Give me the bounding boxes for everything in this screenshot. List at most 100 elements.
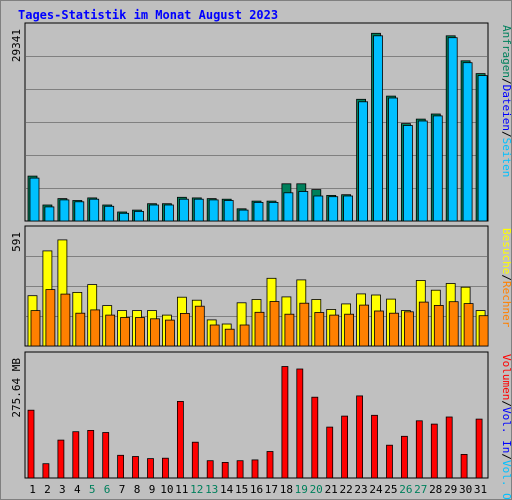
bar-middle-rechner-day-31	[478, 315, 489, 347]
bar-bottom-volumen-day-19	[296, 368, 304, 479]
x-tick-label-day-11: 11	[175, 483, 188, 496]
bar-middle-rechner-day-18	[284, 313, 295, 347]
x-tick-label-day-7: 7	[119, 483, 126, 496]
bar-bottom-volumen-day-16	[251, 459, 259, 479]
bar-top-seiten-day-31	[477, 75, 488, 222]
bar-bottom-volumen-day-22	[341, 415, 349, 479]
x-tick-label-day-20: 20	[310, 483, 323, 496]
bar-bottom-volumen-day-24	[371, 414, 378, 479]
x-tick-label-day-14: 14	[220, 483, 234, 496]
legend-separator: /	[500, 400, 512, 407]
bar-bottom-volumen-day-9	[147, 458, 154, 479]
legend-separator: /	[500, 131, 512, 138]
bar-top-seiten-day-27	[417, 120, 428, 222]
legend-entry-seiten: Seiten	[500, 138, 512, 178]
x-tick-label-day-2: 2	[44, 483, 51, 496]
legend-top: Anfragen/Dateien/Seiten	[500, 25, 512, 177]
legend-separator: /	[500, 274, 512, 281]
bar-middle-rechner-day-12	[194, 305, 205, 347]
bar-middle-rechner-day-23	[359, 304, 370, 347]
bar-bottom-volumen-day-30	[460, 453, 468, 479]
x-tick-label-day-16: 16	[250, 483, 263, 496]
legend-separator: /	[500, 453, 512, 460]
bar-middle-rechner-day-22	[344, 313, 355, 347]
x-tick-label-day-8: 8	[134, 483, 141, 496]
x-tick-label-day-30: 30	[459, 483, 472, 496]
legend-entry-besuche: Besuche	[500, 228, 512, 274]
x-tick-label-day-4: 4	[74, 483, 81, 496]
x-tick-label-day-29: 29	[444, 483, 457, 496]
legend-entry-rechner: Rechner	[500, 281, 512, 328]
x-tick-label-day-9: 9	[149, 483, 156, 496]
panel-frame-bottom	[24, 351, 489, 479]
bar-middle-rechner-day-19	[299, 302, 310, 347]
bar-bottom-volumen-day-10	[161, 457, 169, 479]
x-tick-label-day-13: 13	[205, 483, 218, 496]
bar-middle-rechner-day-26	[403, 311, 414, 347]
bar-top-seiten-day-5	[89, 198, 100, 222]
bar-middle-rechner-day-11	[179, 312, 190, 347]
bar-top-seiten-day-26	[402, 125, 413, 222]
bar-middle-rechner-day-10	[164, 319, 175, 347]
bar-top-seiten-day-6	[104, 205, 115, 222]
bar-middle-rechner-day-9	[150, 318, 160, 347]
x-tick-label-day-31: 31	[474, 483, 487, 496]
x-tick-label-day-23: 23	[354, 483, 367, 496]
legend-entry-volout: Vol. Out	[500, 460, 512, 500]
bar-top-seiten-day-29	[447, 37, 458, 222]
x-tick-label-day-25: 25	[384, 483, 397, 496]
bar-top-seiten-day-17	[268, 201, 279, 222]
legend-entry-volin: Vol. In	[500, 407, 512, 453]
chart-title: Tages-Statistik im Monat August 2023	[18, 8, 278, 22]
bar-bottom-volumen-day-25	[386, 444, 393, 479]
bar-top-seiten-day-24	[373, 35, 383, 222]
bar-top-seiten-day-25	[388, 97, 398, 222]
legend-entry-volumen: Volumen	[500, 354, 512, 400]
bar-top-seiten-day-16	[253, 201, 264, 222]
bar-middle-rechner-day-8	[135, 317, 145, 347]
bar-bottom-volumen-day-1	[27, 409, 35, 479]
bar-middle-rechner-day-15	[239, 324, 250, 347]
x-tick-label-day-3: 3	[59, 483, 66, 496]
bar-bottom-volumen-day-26	[400, 435, 408, 479]
bar-middle-rechner-day-4	[75, 312, 86, 347]
legend-entry-anfragen: Anfragen	[500, 25, 512, 78]
bar-top-seiten-day-19	[298, 191, 309, 222]
bar-bottom-volumen-day-11	[176, 400, 184, 479]
x-tick-label-day-12: 12	[190, 483, 203, 496]
bar-top-seiten-day-7	[119, 212, 129, 222]
bar-middle-rechner-day-17	[269, 301, 280, 347]
bar-middle-rechner-day-24	[374, 310, 384, 347]
x-tick-label-day-5: 5	[89, 483, 96, 496]
bar-middle-rechner-day-29	[448, 301, 459, 347]
x-tick-label-day-21: 21	[325, 483, 338, 496]
x-tick-label-day-17: 17	[265, 483, 278, 496]
bar-middle-rechner-day-30	[463, 303, 474, 347]
bar-bottom-volumen-day-28	[430, 423, 438, 479]
x-tick-label-day-27: 27	[414, 483, 427, 496]
bar-middle-rechner-day-7	[120, 317, 130, 347]
bar-top-seiten-day-20	[313, 195, 324, 222]
bar-top-seiten-day-4	[74, 201, 85, 222]
bar-top-seiten-day-23	[358, 101, 369, 222]
bar-bottom-volumen-day-4	[72, 431, 80, 479]
bar-middle-rechner-day-16	[254, 311, 265, 347]
bar-top-seiten-day-1	[29, 177, 40, 222]
bar-bottom-volumen-day-15	[236, 460, 244, 479]
bar-top-seiten-day-11	[178, 198, 189, 222]
bar-top-seiten-day-3	[59, 199, 70, 222]
bar-bottom-volumen-day-31	[475, 418, 483, 479]
bar-middle-rechner-day-1	[30, 310, 41, 347]
bar-top-seiten-day-2	[44, 206, 55, 222]
bar-bottom-volumen-day-27	[415, 420, 423, 479]
legend-entry-dateien: Dateien	[500, 85, 512, 131]
bar-bottom-volumen-day-14	[221, 461, 229, 479]
y-max-label-top: 29341	[10, 29, 23, 62]
x-tick-label-day-19: 19	[295, 483, 308, 496]
bar-middle-rechner-day-3	[60, 293, 71, 347]
y-max-label-bottom: 275.64 MB	[10, 358, 23, 418]
bar-bottom-volumen-day-13	[206, 460, 214, 479]
bar-top-seiten-day-13	[208, 199, 219, 222]
